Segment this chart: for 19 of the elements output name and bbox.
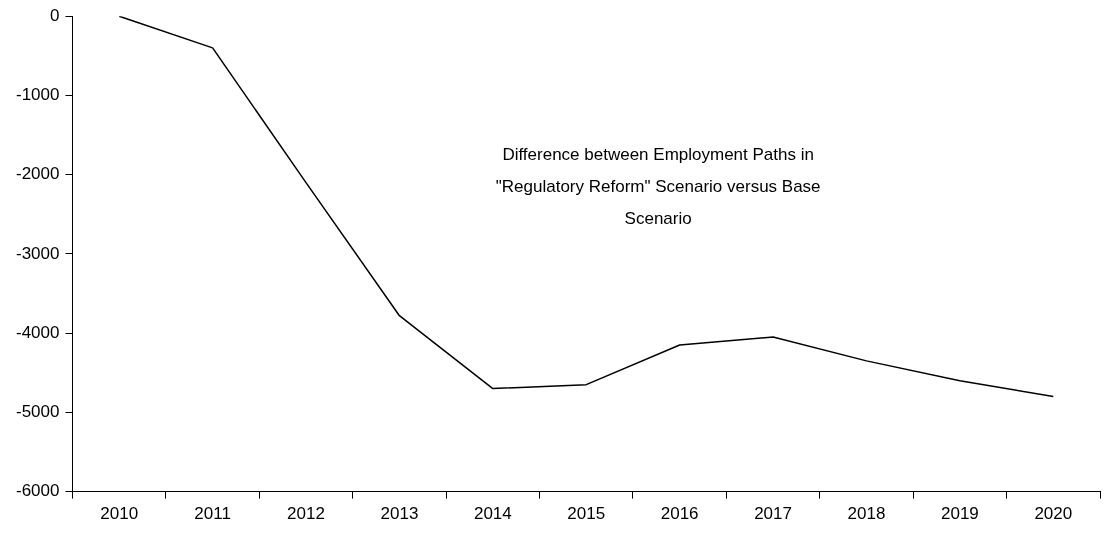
x-tick-label: 2013 [380, 504, 419, 524]
x-tick-label: 2015 [567, 504, 606, 524]
y-tick-label: 0 [50, 5, 60, 25]
x-tick-label: 2020 [1034, 504, 1073, 524]
x-tick-label: 2019 [940, 504, 979, 524]
x-tick-label: 2018 [847, 504, 886, 524]
annotation: Difference between Employment Paths in "Regulatory Reform" Scenario versus Base Scenario [495, 145, 821, 229]
y-tick-label: -6000 [16, 481, 60, 501]
y-tick-label: -1000 [16, 85, 60, 105]
y-tick-label: -4000 [16, 322, 60, 342]
x-tick-label: 2017 [754, 504, 792, 524]
x-tick-label: 2011 [194, 504, 231, 524]
x-tick-label: 2016 [660, 504, 699, 524]
x-tick-label: 2012 [287, 504, 325, 524]
x-tick-label: 2014 [473, 504, 512, 524]
x-tick-label: 2010 [100, 504, 139, 524]
y-tick-label: -2000 [16, 164, 60, 184]
y-tick-label: -5000 [16, 402, 60, 422]
y-tick-label: -3000 [16, 243, 60, 263]
